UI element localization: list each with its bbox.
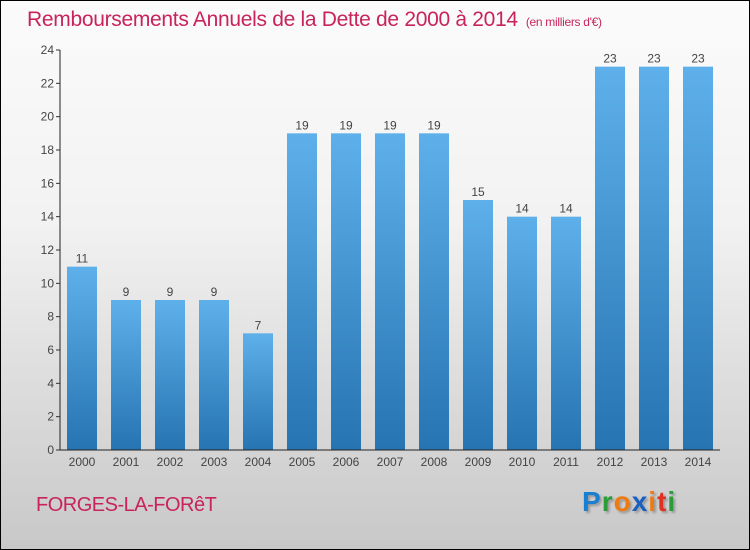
x-tick-label: 2010 <box>509 455 536 469</box>
subtitle-text: (en milliers d'€) <box>525 15 602 29</box>
y-tick-label: 14 <box>41 210 55 224</box>
bar <box>155 300 185 450</box>
x-tick-label: 2006 <box>333 455 360 469</box>
x-tick-label: 2011 <box>553 455 579 469</box>
bar-value-label: 19 <box>427 118 441 132</box>
y-tick-label: 2 <box>47 410 54 424</box>
bar <box>199 300 229 450</box>
bar <box>331 133 361 451</box>
x-tick-label: 2002 <box>157 455 184 469</box>
proxiti-logo: Proxiti <box>582 486 677 517</box>
bar <box>67 266 97 450</box>
x-tick-label: 2000 <box>69 455 96 469</box>
y-tick-label: 24 <box>41 43 55 57</box>
y-tick-label: 12 <box>41 243 55 257</box>
x-tick-label: 2014 <box>685 455 712 469</box>
bar-value-label: 15 <box>471 185 485 199</box>
x-tick-label: 2012 <box>597 455 624 469</box>
bar <box>683 66 713 451</box>
x-tick-label: 2009 <box>465 455 492 469</box>
y-tick-label: 20 <box>41 110 55 124</box>
x-tick-label: 2003 <box>201 455 228 469</box>
bar <box>287 133 317 451</box>
bar <box>419 133 449 451</box>
bar <box>507 216 537 450</box>
bar <box>639 66 669 451</box>
bar-value-label: 14 <box>515 202 529 216</box>
bar-value-label: 23 <box>603 52 617 66</box>
bar-value-label: 23 <box>647 52 661 66</box>
y-tick-label: 0 <box>47 443 54 457</box>
y-tick-label: 8 <box>47 310 54 324</box>
city-name: FORGES-LA-FORêT <box>36 494 217 516</box>
y-tick-label: 22 <box>41 76 55 90</box>
bar-value-label: 9 <box>211 285 218 299</box>
y-tick-label: 4 <box>47 376 54 390</box>
bar <box>551 216 581 450</box>
bar-value-label: 19 <box>295 118 309 132</box>
x-tick-label: 2013 <box>641 455 668 469</box>
y-tick-label: 18 <box>41 143 55 157</box>
bar <box>595 66 625 451</box>
bar <box>111 300 141 450</box>
bar-value-label: 9 <box>123 285 130 299</box>
x-tick-label: 2001 <box>113 455 140 469</box>
y-tick-label: 10 <box>41 276 55 290</box>
title-text: Remboursements Annuels de la Dette de 20… <box>27 8 518 31</box>
bar-value-label: 23 <box>691 52 705 66</box>
x-tick-label: 2008 <box>421 455 448 469</box>
x-tick-label: 2005 <box>289 455 316 469</box>
bar <box>463 200 493 450</box>
bar <box>375 133 405 451</box>
x-tick-label: 2007 <box>377 455 404 469</box>
x-tick-label: 2004 <box>245 455 272 469</box>
bar-value-label: 19 <box>383 118 397 132</box>
bar-value-label: 14 <box>559 202 573 216</box>
y-tick-label: 16 <box>41 176 55 190</box>
bar-value-label: 19 <box>339 118 353 132</box>
bar-value-label: 11 <box>76 252 89 266</box>
bar <box>243 333 273 450</box>
bar-value-label: 9 <box>167 285 174 299</box>
chart-title: Remboursements Annuels de la Dette de 20… <box>27 8 602 32</box>
bar-value-label: 7 <box>255 318 262 332</box>
y-tick-label: 6 <box>47 343 54 357</box>
